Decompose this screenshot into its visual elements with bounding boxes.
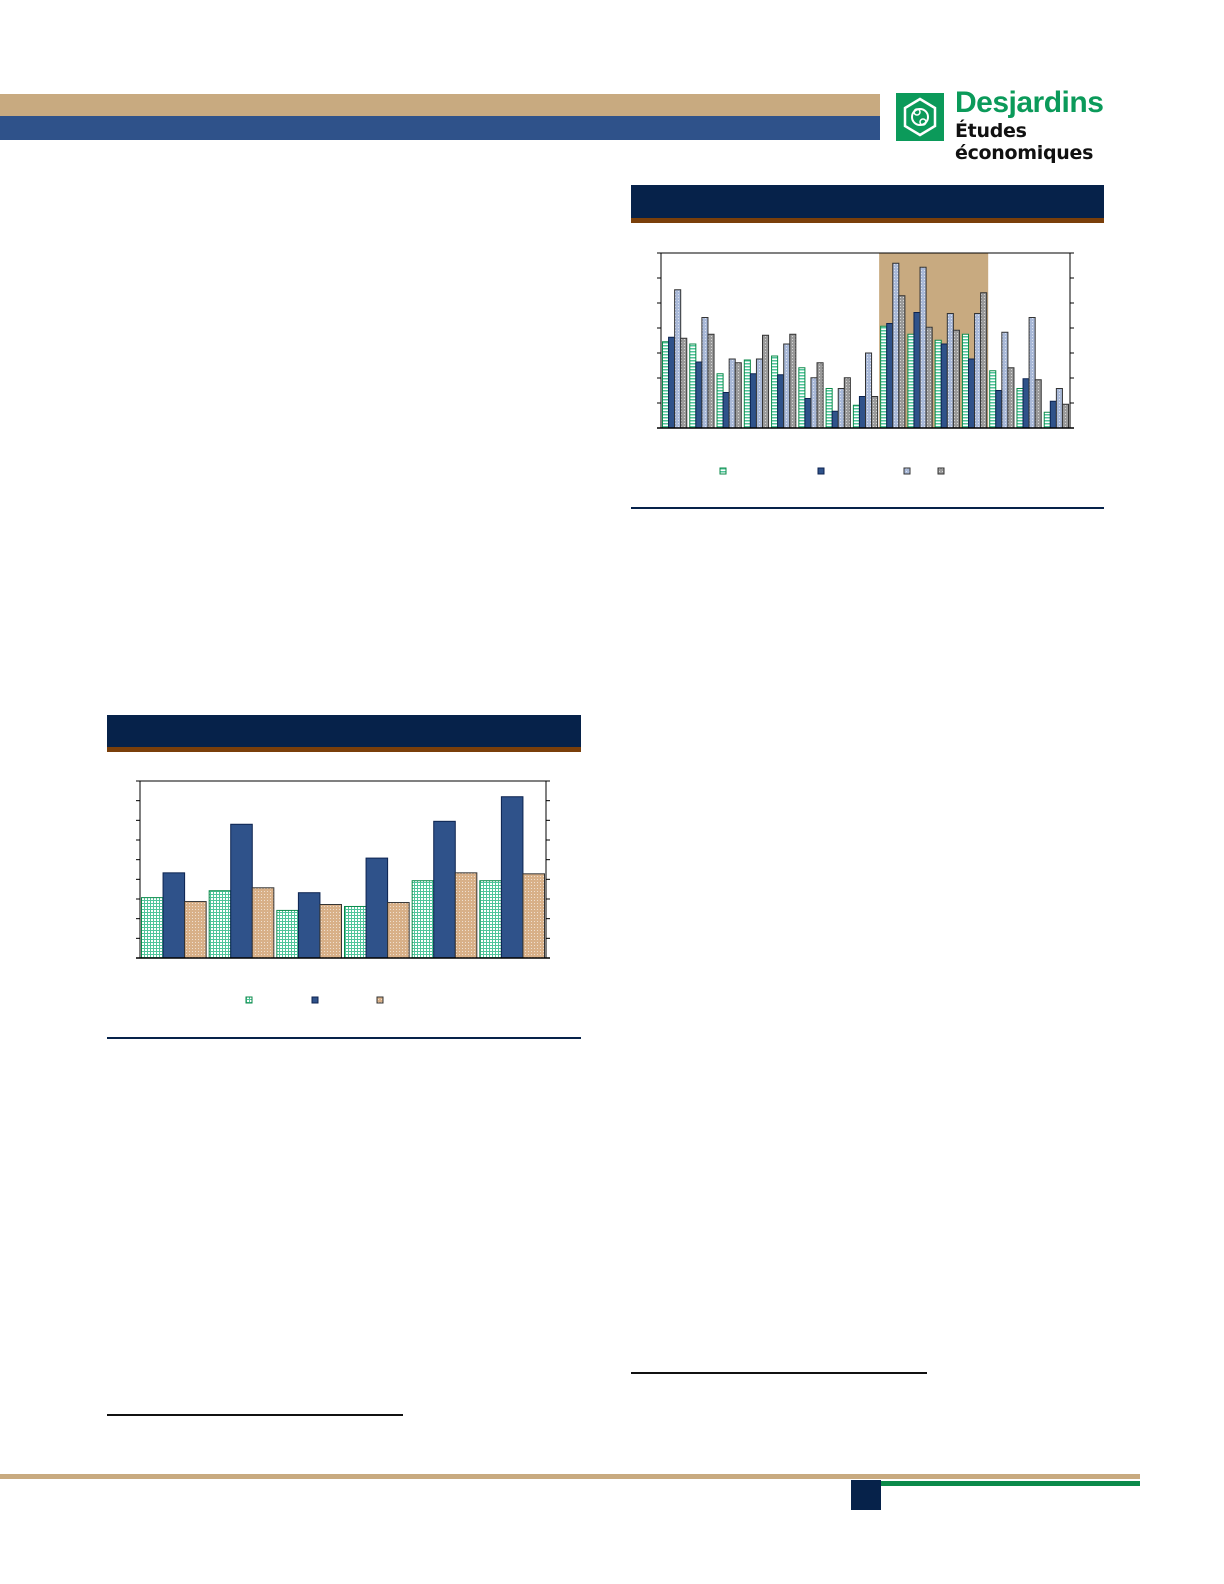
bar	[433, 820, 456, 959]
bar	[454, 872, 478, 959]
bar	[365, 857, 389, 959]
desjardins-hexagon-icon	[896, 93, 944, 141]
chart-2-header	[107, 715, 581, 752]
legend-marker	[937, 467, 945, 475]
bar	[141, 897, 164, 959]
desjardins-logo: Desjardins Études économiques	[896, 86, 1156, 164]
bar	[276, 909, 299, 959]
logo-subtitle: Études économiques	[955, 120, 1094, 164]
bar	[522, 873, 546, 959]
header-tan-band	[0, 94, 880, 116]
footer-tan-line	[0, 1474, 1140, 1479]
legend-marker	[719, 467, 727, 475]
footnote-rule-right	[631, 1372, 927, 1374]
bar	[411, 880, 435, 959]
bar	[387, 902, 410, 959]
bar	[208, 890, 232, 959]
chart-2-bottom-rule	[107, 1037, 581, 1039]
footnote-rule-left	[107, 1414, 403, 1416]
bar	[230, 823, 253, 959]
legend-marker	[903, 467, 911, 475]
legend-marker	[245, 996, 253, 1004]
chart-1-bottom-rule	[631, 507, 1104, 509]
legend-marker	[376, 996, 384, 1004]
page-number-box	[851, 1480, 881, 1510]
bar	[162, 872, 186, 959]
legend-marker	[311, 996, 319, 1004]
bar	[184, 901, 207, 959]
legend-marker	[817, 467, 825, 475]
bar	[500, 796, 524, 959]
logo-name: Desjardins	[955, 86, 1104, 119]
chart-1-header	[631, 185, 1104, 223]
bar	[319, 904, 343, 959]
bar	[479, 880, 502, 959]
bar	[344, 905, 367, 959]
bar	[251, 887, 275, 959]
bar	[297, 892, 321, 959]
footer-green-line	[881, 1481, 1140, 1486]
header-blue-band	[0, 116, 880, 140]
